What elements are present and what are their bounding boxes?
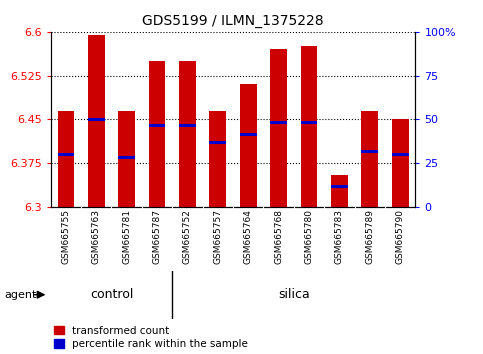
- Bar: [392, 120, 409, 207]
- Bar: [118, 156, 135, 159]
- Bar: [361, 111, 378, 207]
- Bar: [210, 141, 226, 144]
- Bar: [240, 85, 256, 207]
- Text: GSM665763: GSM665763: [92, 209, 101, 264]
- Text: silica: silica: [278, 288, 310, 301]
- Bar: [179, 124, 196, 127]
- Text: agent: agent: [5, 290, 37, 300]
- Text: GSM665781: GSM665781: [122, 209, 131, 264]
- Text: GSM665764: GSM665764: [244, 209, 253, 264]
- Text: GSM665755: GSM665755: [61, 209, 71, 264]
- Bar: [149, 61, 166, 207]
- Bar: [270, 50, 287, 207]
- Bar: [179, 61, 196, 207]
- Bar: [361, 150, 378, 153]
- Text: GSM665787: GSM665787: [153, 209, 162, 264]
- Bar: [270, 121, 287, 124]
- Text: GSM665780: GSM665780: [304, 209, 313, 264]
- Bar: [149, 124, 166, 127]
- Bar: [118, 111, 135, 207]
- Bar: [57, 153, 74, 156]
- Text: GSM665768: GSM665768: [274, 209, 283, 264]
- Bar: [331, 175, 348, 207]
- Bar: [88, 118, 105, 121]
- Legend: transformed count, percentile rank within the sample: transformed count, percentile rank withi…: [54, 326, 248, 349]
- Bar: [392, 153, 409, 156]
- Bar: [57, 111, 74, 207]
- Bar: [300, 46, 317, 207]
- Bar: [88, 35, 105, 207]
- Title: GDS5199 / ILMN_1375228: GDS5199 / ILMN_1375228: [142, 14, 324, 28]
- Text: GSM665757: GSM665757: [213, 209, 222, 264]
- Bar: [240, 132, 256, 136]
- Bar: [331, 185, 348, 188]
- Bar: [210, 111, 226, 207]
- Text: GSM665752: GSM665752: [183, 209, 192, 264]
- Text: GSM665789: GSM665789: [365, 209, 374, 264]
- Text: GSM665783: GSM665783: [335, 209, 344, 264]
- Bar: [300, 121, 317, 124]
- Text: control: control: [90, 288, 133, 301]
- Text: GSM665790: GSM665790: [396, 209, 405, 264]
